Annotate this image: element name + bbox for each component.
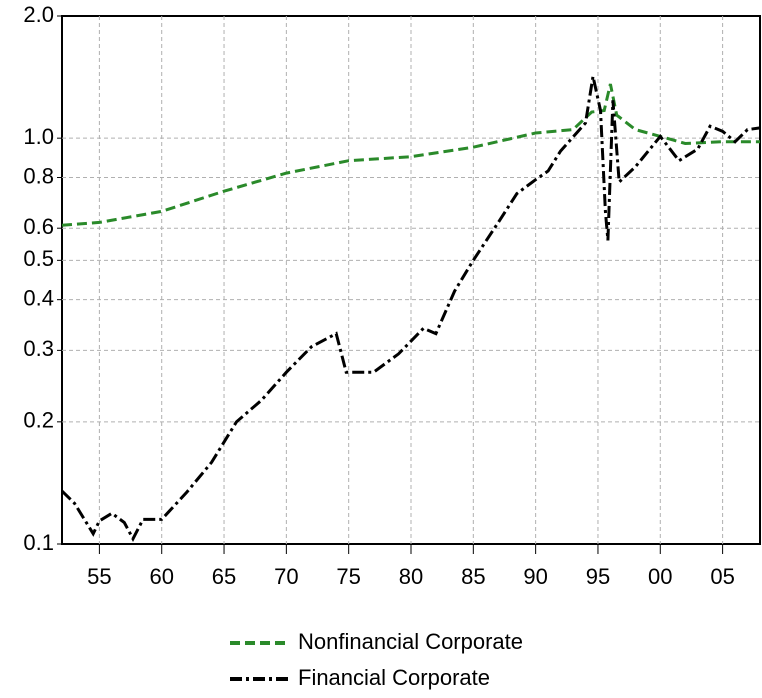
- x-tick-label: 85: [461, 564, 485, 589]
- x-tick-label: 05: [710, 564, 734, 589]
- y-tick-label: 0.2: [23, 408, 54, 433]
- x-tick-label: 60: [149, 564, 173, 589]
- y-tick-label: 2.0: [23, 2, 54, 27]
- y-tick-label: 0.4: [23, 285, 54, 310]
- y-tick-label: 1.0: [23, 124, 54, 149]
- y-tick-label: 0.1: [23, 530, 54, 555]
- x-tick-label: 80: [399, 564, 423, 589]
- y-tick-label: 0.6: [23, 214, 54, 239]
- x-tick-label: 65: [212, 564, 236, 589]
- x-tick-label: 90: [523, 564, 547, 589]
- series-line: [61, 83, 760, 227]
- y-tick-label: 0.5: [23, 246, 54, 271]
- x-tick-label: 70: [274, 564, 298, 589]
- legend-label: Financial Corporate: [298, 665, 490, 690]
- y-tick-label: 0.3: [23, 336, 54, 361]
- series-line: [60, 76, 761, 543]
- x-tick-label: 55: [87, 564, 111, 589]
- x-tick-label: 75: [336, 564, 360, 589]
- x-tick-label: 95: [586, 564, 610, 589]
- x-tick-label: 00: [648, 564, 672, 589]
- y-tick-label: 0.8: [23, 163, 54, 188]
- legend-label: Nonfinancial Corporate: [298, 629, 523, 654]
